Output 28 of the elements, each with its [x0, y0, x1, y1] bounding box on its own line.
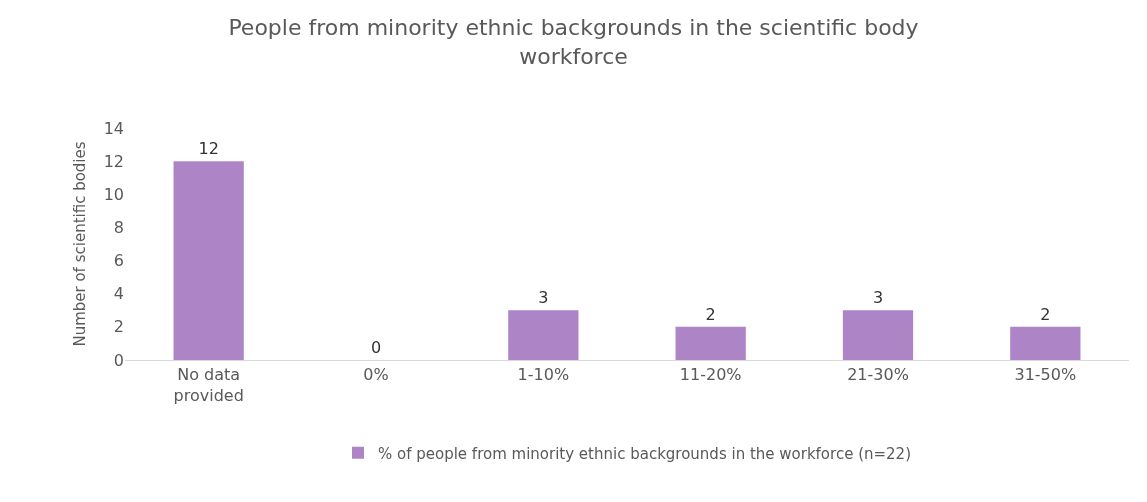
data-label: 2 [1040, 304, 1051, 324]
bar [675, 326, 746, 360]
data-label: 12 [198, 139, 219, 159]
x-tick-label: 1-10% [517, 365, 570, 385]
y-tick-label: 6 [113, 251, 124, 271]
y-tick-label: 10 [103, 184, 124, 204]
x-tick-label: 11-20% [679, 365, 742, 385]
y-axis-title: Number of scientific bodies [71, 141, 89, 347]
y-tick-label: 0 [113, 350, 124, 370]
x-tick-label: 31-50% [1014, 365, 1077, 385]
y-tick-label: 14 [103, 118, 124, 138]
chart-title: People from minority ethnic backgrounds in the scientific body workforce [228, 15, 919, 69]
y-tick-label: 8 [113, 218, 124, 238]
legend-label: % of people from minority ethnic backgrounds in the workforce (n=22) [378, 444, 911, 463]
y-tick-label: 4 [113, 284, 124, 304]
x-tick-label: No data provided [173, 365, 244, 405]
y-tick-label: 12 [103, 151, 124, 171]
bar [842, 310, 914, 360]
data-label: 2 [705, 304, 716, 324]
bar [173, 161, 244, 360]
x-tick-label: 21-30% [847, 365, 909, 385]
data-label: 3 [872, 288, 884, 308]
bar [1010, 326, 1081, 360]
data-label: 0 [370, 338, 382, 357]
bar [508, 310, 579, 360]
y-tick-label: 2 [113, 317, 124, 337]
data-label: 3 [538, 288, 549, 308]
x-tick-label: 0% [363, 365, 389, 385]
